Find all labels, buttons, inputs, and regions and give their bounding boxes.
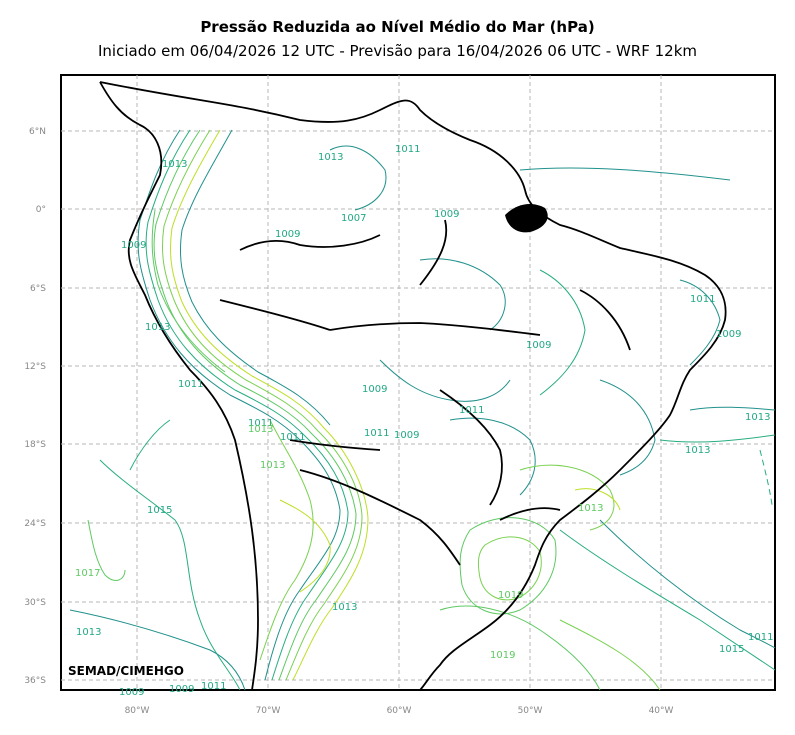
lon-tick-80w: 80°W	[125, 706, 150, 716]
lat-tick-6s: 6°S	[30, 284, 46, 294]
isobar-label: 1009	[716, 329, 741, 340]
isobar-label: 1011	[459, 405, 484, 416]
credit-label: SEMAD/CIMEHGO	[68, 664, 184, 678]
isobar-label: 1015	[719, 644, 744, 655]
isobar-label: 1013	[162, 159, 187, 170]
lon-tick-50w: 50°W	[518, 706, 543, 716]
lat-tick-30s: 30°S	[24, 598, 46, 608]
isobar-label: 1013	[260, 460, 285, 471]
isobar-label: 1013	[248, 424, 273, 435]
isobar-label: 1009	[169, 684, 194, 695]
isobar-label: 1013	[685, 445, 710, 456]
isobar-label: 1013	[578, 503, 603, 514]
lon-tick-40w: 40°W	[649, 706, 674, 716]
isobar-label: 1009	[526, 340, 551, 351]
isobar-labels: 1011 1013 1013 1009 1007 1009 1009 1009 …	[75, 144, 773, 698]
lat-tick-12s: 12°S	[24, 362, 46, 372]
lat-tick-6n: 6°N	[29, 127, 46, 137]
isobar-label: 1013	[745, 412, 770, 423]
isobar-label: 1009	[119, 687, 144, 698]
isobar-label: 1013	[332, 602, 357, 613]
lon-tick-60w: 60°W	[387, 706, 412, 716]
isobar-label: 1013	[318, 152, 343, 163]
isobar-label: 1017	[75, 568, 100, 579]
isobar-label: 1011	[364, 428, 389, 439]
isobar-label: 1011	[248, 418, 273, 429]
isobar-label: 1011	[178, 379, 203, 390]
isobar-label: 1011	[690, 294, 715, 305]
coastline-borders	[99, 81, 727, 691]
isobar-label: 1007	[341, 213, 366, 224]
map-title: Pressão Reduzida ao Nível Médio do Mar (…	[200, 18, 595, 36]
isobar-label: 1011	[395, 144, 420, 155]
isobar-label: 1009	[275, 229, 300, 240]
isobar-label: 1009	[362, 384, 387, 395]
isobar-label: 1011	[748, 632, 773, 643]
lon-tick-70w: 70°W	[256, 706, 281, 716]
isobar-label: 1009	[394, 430, 419, 441]
map-frame	[60, 74, 776, 691]
marajo-island	[505, 204, 548, 233]
isobar-label: 1013	[76, 627, 101, 638]
isobar-label: 1019	[490, 650, 515, 661]
isobar-label: 1019	[498, 590, 523, 601]
isobar-label: 1013	[145, 322, 170, 333]
map-subtitle: Iniciado em 06/04/2026 12 UTC - Previsão…	[97, 42, 698, 60]
isobar-label: 1009	[121, 240, 146, 251]
isobar-label: 1009	[434, 209, 459, 220]
isobars	[69, 129, 776, 691]
isobar-label: 1015	[147, 505, 172, 516]
isobar-label: 1011	[280, 432, 305, 443]
graticule	[61, 75, 775, 690]
lat-tick-36s: 36°S	[24, 676, 46, 686]
isobar-label: 1011	[201, 681, 226, 692]
lat-tick-0: 0°	[36, 205, 46, 215]
lat-tick-18s: 18°S	[24, 440, 46, 450]
lat-tick-24s: 24°S	[24, 519, 46, 529]
